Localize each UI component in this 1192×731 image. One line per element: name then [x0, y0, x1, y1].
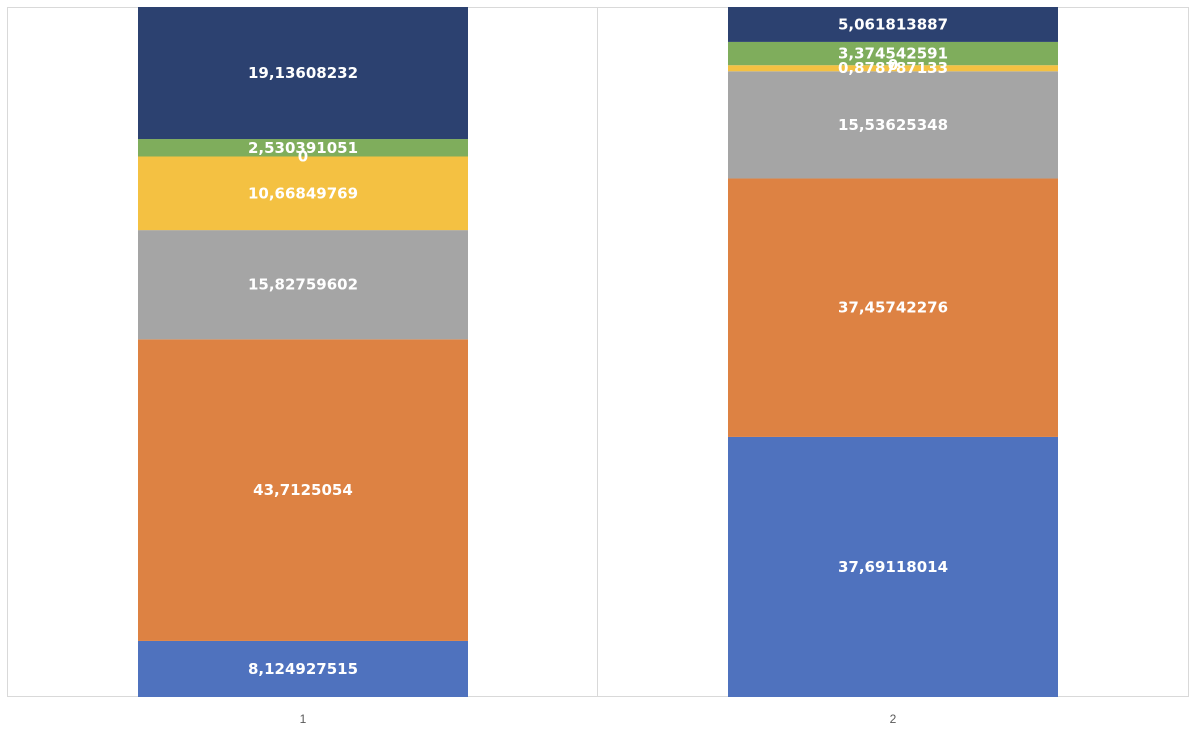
data-label-1-2: 43,7125054	[253, 481, 353, 499]
data-label-1-4: 10,66849769	[248, 184, 358, 202]
bar-segment-1-7	[138, 7, 468, 140]
data-label-2-6: 3,374542591	[838, 45, 948, 63]
x-tick-label-2: 2	[890, 712, 897, 726]
data-label-1-3: 15,82759602	[248, 276, 358, 294]
data-label-2-3: 15,53625348	[838, 116, 948, 134]
data-label-2-4: 0,878787133	[838, 59, 948, 77]
x-tick-label-1: 1	[300, 712, 307, 726]
bar-segment-1-6	[138, 139, 468, 157]
bar-segment-2-3	[728, 71, 1058, 179]
data-label-2-5: 0	[888, 56, 898, 74]
bars-group	[138, 7, 1058, 697]
bar-segment-1-4	[138, 156, 468, 231]
bar-segment-2-6	[728, 41, 1058, 66]
bar-segment-2-4	[728, 65, 1058, 72]
data-label-2-7: 5,061813887	[838, 15, 948, 33]
bar-segment-1-3	[138, 230, 468, 340]
bar-segment-2-7	[728, 7, 1058, 42]
data-label-2-2: 37,45742276	[838, 299, 948, 317]
data-label-1-1: 8,124927515	[248, 660, 358, 678]
bar-segment-1-2	[138, 339, 468, 641]
bar-segment-1-1	[138, 640, 468, 697]
data-label-1-5: 0	[298, 147, 308, 165]
data-labels-group: 8,124927515 43,7125054 15,82759602 10,66849…	[248, 15, 948, 678]
data-label-2-1: 37,69118014	[838, 558, 948, 576]
data-label-1-7: 19,13608232	[248, 64, 358, 82]
bar-segment-2-1	[728, 436, 1058, 697]
data-label-1-6: 2,530391051	[248, 139, 358, 157]
bar-segment-2-2	[728, 178, 1058, 437]
